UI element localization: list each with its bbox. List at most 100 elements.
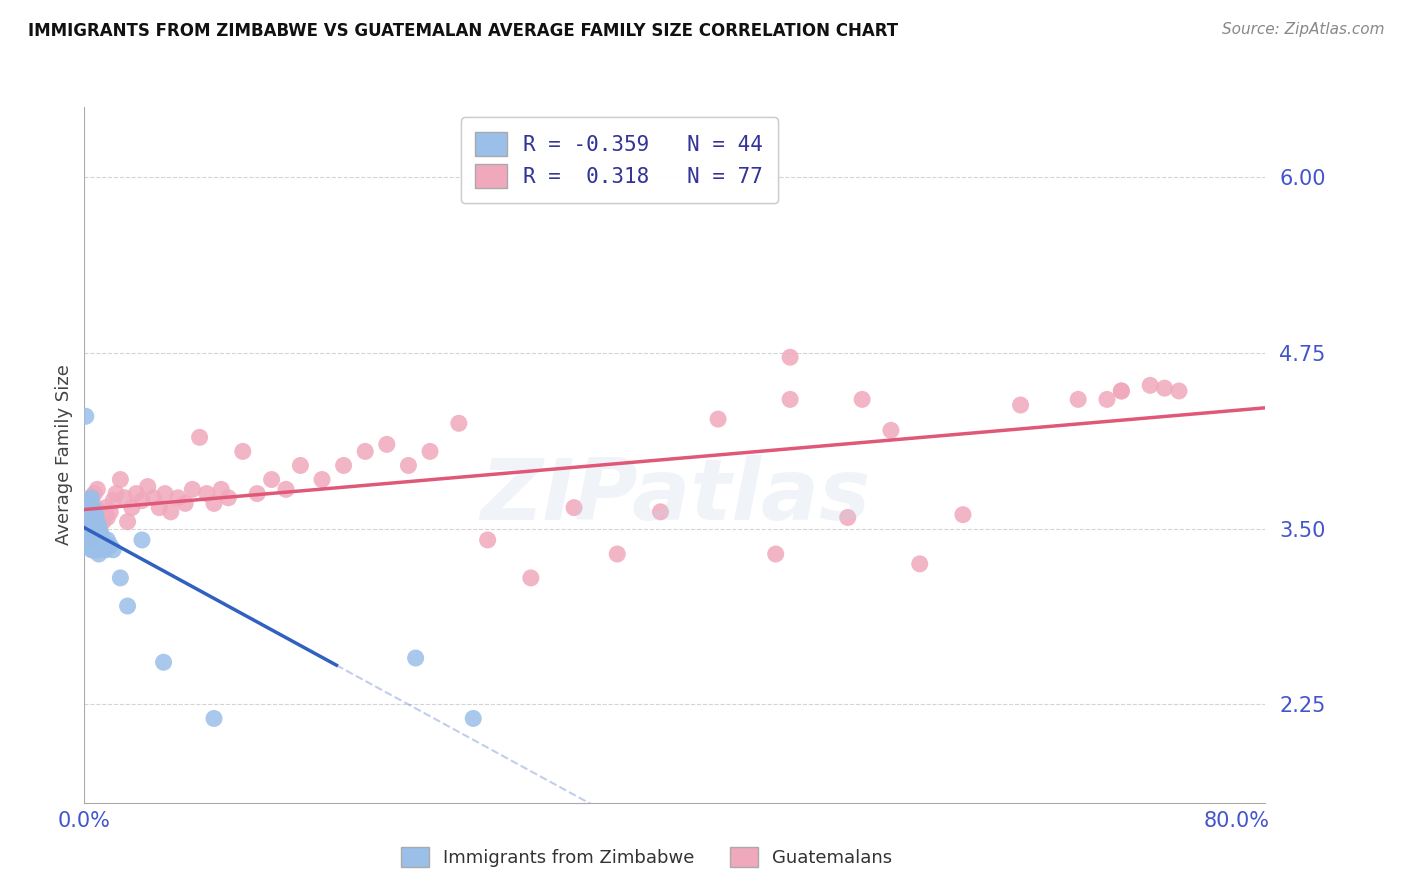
Point (274, 483, 297, 497)
Point (83, 542, 105, 557)
Point (80, 510, 103, 524)
Point (131, 493, 153, 508)
Point (82, 519, 104, 533)
Point (148, 500, 170, 515)
Point (87, 519, 110, 533)
Point (76, 524, 98, 539)
Point (167, 491, 190, 505)
Point (80, 491, 103, 505)
Point (396, 458, 419, 473)
Point (121, 500, 143, 515)
Point (76, 500, 98, 515)
Point (94, 500, 117, 515)
Point (707, 412, 730, 426)
Legend: Immigrants from Zimbabwe, Guatemalans: Immigrants from Zimbabwe, Guatemalans (394, 839, 900, 874)
Point (311, 473, 333, 487)
Point (83, 519, 105, 533)
Y-axis label: Average Family Size: Average Family Size (55, 365, 73, 545)
Point (110, 571, 132, 585)
Point (83, 486, 105, 500)
Point (77, 505, 100, 519)
Point (86, 542, 108, 557)
Point (952, 508, 974, 522)
Point (1111, 384, 1133, 398)
Point (181, 483, 204, 497)
Point (105, 486, 128, 500)
Point (477, 533, 499, 547)
Point (1168, 384, 1191, 398)
Point (779, 392, 801, 407)
Point (246, 486, 269, 500)
Point (83, 505, 105, 519)
Point (202, 496, 225, 510)
Point (93, 539, 115, 553)
Point (89, 505, 111, 519)
Text: Source: ZipAtlas.com: Source: ZipAtlas.com (1222, 22, 1385, 37)
Point (83, 533, 105, 547)
Point (79, 519, 101, 533)
Point (77, 493, 100, 508)
Point (650, 505, 672, 519)
Point (142, 491, 165, 505)
Point (463, 711, 485, 725)
Point (188, 430, 211, 444)
Point (82, 542, 104, 557)
Point (86, 529, 108, 543)
Point (153, 486, 176, 500)
Point (779, 350, 801, 364)
Point (86, 483, 108, 497)
Point (90, 510, 112, 524)
Point (202, 711, 225, 725)
Point (209, 483, 232, 497)
Point (520, 571, 543, 585)
Point (83, 510, 105, 524)
Point (1111, 384, 1133, 398)
Point (87, 547, 110, 561)
Point (1010, 398, 1032, 412)
Point (117, 599, 139, 613)
Point (174, 496, 197, 510)
Point (98, 505, 121, 519)
Text: IMMIGRANTS FROM ZIMBABWE VS GUATEMALAN AVERAGE FAMILY SIZE CORRELATION CHART: IMMIGRANTS FROM ZIMBABWE VS GUATEMALAN A… (28, 22, 898, 40)
Point (101, 493, 124, 508)
Point (93, 508, 115, 522)
Point (131, 533, 153, 547)
Point (80, 529, 103, 543)
Point (117, 515, 139, 529)
Point (1095, 392, 1118, 407)
Point (447, 417, 470, 431)
Point (87, 533, 110, 547)
Text: ZIPatlas: ZIPatlas (479, 455, 870, 538)
Point (79, 496, 101, 510)
Point (75, 409, 97, 424)
Point (765, 547, 787, 561)
Point (98, 539, 121, 553)
Point (87, 515, 110, 529)
Point (159, 505, 181, 519)
Point (152, 655, 174, 669)
Point (84, 508, 107, 522)
Point (375, 437, 398, 451)
Point (908, 557, 931, 571)
Point (80, 510, 103, 524)
Point (90, 529, 112, 543)
Point (96, 533, 118, 547)
Point (101, 542, 124, 557)
Point (260, 473, 283, 487)
Point (82, 533, 104, 547)
Point (217, 491, 239, 505)
Point (1153, 381, 1175, 395)
Point (136, 479, 159, 493)
Point (332, 458, 354, 473)
Point (84, 500, 107, 515)
Point (419, 444, 441, 458)
Point (125, 486, 148, 500)
Point (354, 444, 377, 458)
Point (89, 524, 111, 539)
Point (1139, 378, 1161, 392)
Point (82, 522, 104, 536)
Point (86, 508, 108, 522)
Point (82, 500, 104, 515)
Point (82, 500, 104, 515)
Point (84, 519, 107, 533)
